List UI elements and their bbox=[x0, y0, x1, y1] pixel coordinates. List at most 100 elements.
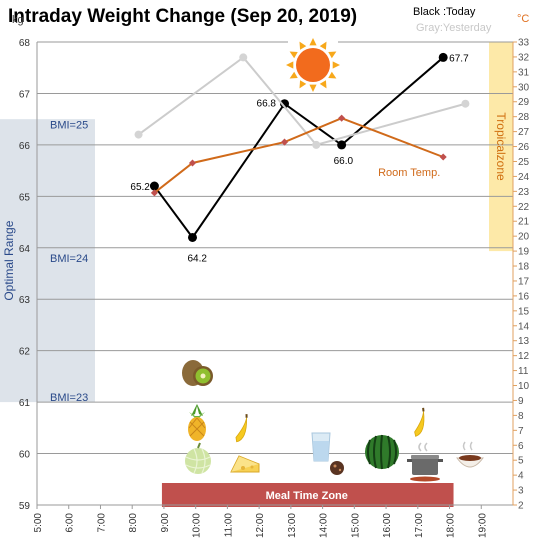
chart-title: Intraday Weight Change (Sep 20, 2019) bbox=[8, 6, 357, 27]
data-label: 66.8 bbox=[257, 99, 277, 110]
meal-time-zone-label: Meal Time Zone bbox=[266, 490, 348, 502]
room-temp-point bbox=[439, 153, 447, 161]
y2-tick-label: 15 bbox=[518, 306, 530, 317]
melon-icon bbox=[185, 442, 211, 474]
y2-tick-label: 14 bbox=[518, 321, 530, 332]
cheese-icon bbox=[230, 455, 260, 473]
today-point bbox=[438, 52, 448, 62]
today-point bbox=[149, 181, 159, 191]
y2-tick-label: 18 bbox=[518, 262, 530, 273]
y2-tick-label: 31 bbox=[518, 67, 530, 78]
y2-tick-label: 13 bbox=[518, 336, 530, 347]
y2-tick-label: 16 bbox=[518, 291, 530, 302]
pineapple-icon bbox=[188, 404, 206, 441]
watermelon-icon bbox=[365, 434, 399, 470]
x-tick-label: 19:00 bbox=[477, 513, 488, 538]
sun-icon bbox=[286, 38, 340, 92]
x-tick-label: 18:00 bbox=[446, 513, 457, 538]
x-tick-label: 17:00 bbox=[414, 513, 425, 538]
banana-icon bbox=[235, 414, 248, 443]
y2-tick-label: 5 bbox=[518, 456, 524, 467]
y2-tick-label: 11 bbox=[518, 366, 529, 377]
yesterday-point bbox=[312, 140, 321, 149]
sun-ray bbox=[299, 80, 307, 89]
water-glass-icon bbox=[311, 432, 331, 462]
today-point bbox=[337, 140, 347, 150]
optimal-range-label: Optimal Range bbox=[2, 220, 16, 300]
data-label: 65.2 bbox=[130, 182, 150, 193]
room-temp-label: Room Temp. bbox=[378, 167, 440, 179]
y-tick-label: 64 bbox=[19, 244, 31, 255]
cooking-pot-icon bbox=[407, 442, 443, 482]
y2-tick-label: 32 bbox=[518, 52, 530, 63]
x-tick-label: 7:00 bbox=[96, 513, 107, 533]
sun-ray bbox=[299, 41, 307, 50]
y2-tick-label: 17 bbox=[518, 276, 530, 287]
y2-tick-label: 30 bbox=[518, 82, 530, 93]
y-tick-label: 67 bbox=[19, 89, 31, 100]
yesterday-line bbox=[137, 56, 466, 147]
bmi-label: BMI=23 bbox=[50, 392, 88, 404]
soup-bowl-icon bbox=[456, 441, 484, 468]
sun-ray bbox=[309, 84, 317, 92]
sun-ray bbox=[328, 71, 337, 79]
y-axis-unit: kg bbox=[12, 14, 24, 26]
y2-tick-label: 25 bbox=[518, 157, 530, 168]
room-temp-point bbox=[280, 138, 289, 146]
data-label: 64.2 bbox=[187, 253, 207, 264]
y2-tick-label: 2 bbox=[518, 501, 524, 512]
data-label: 66.0 bbox=[334, 156, 354, 167]
sun-ray bbox=[319, 80, 327, 89]
tropical-zone-band bbox=[489, 42, 513, 252]
y2-tick-label: 20 bbox=[518, 232, 530, 243]
bmi-label: BMI=24 bbox=[50, 253, 88, 265]
yesterday-point bbox=[461, 99, 470, 108]
bmi-label: BMI=25 bbox=[50, 119, 88, 131]
y2-tick-label: 28 bbox=[518, 112, 530, 123]
kiwi-icon bbox=[182, 360, 213, 386]
today-point bbox=[280, 99, 290, 109]
today-point bbox=[187, 232, 197, 242]
y-tick-label: 63 bbox=[19, 295, 31, 306]
room-temp-point bbox=[338, 114, 346, 122]
y2-tick-label: 4 bbox=[518, 471, 524, 482]
y2-tick-label: 12 bbox=[518, 351, 530, 362]
y2-tick-label: 7 bbox=[518, 426, 524, 437]
x-tick-label: 10:00 bbox=[192, 513, 203, 538]
y-tick-label: 60 bbox=[19, 450, 31, 461]
legend-yesterday: Gray:Yesterday bbox=[416, 22, 492, 34]
yesterday-point bbox=[239, 53, 248, 62]
y2-tick-label: 21 bbox=[518, 217, 530, 228]
x-tick-label: 16:00 bbox=[382, 513, 393, 538]
optimal-range-band bbox=[0, 119, 95, 403]
y-tick-label: 66 bbox=[19, 141, 31, 152]
y2-tick-label: 33 bbox=[518, 38, 530, 49]
y2-tick-label: 22 bbox=[518, 202, 530, 213]
y2-tick-label: 24 bbox=[518, 172, 530, 183]
sun-ray bbox=[332, 61, 340, 69]
yesterday-point bbox=[134, 130, 143, 139]
chocolate-icon bbox=[330, 461, 344, 475]
y-tick-label: 68 bbox=[19, 38, 31, 49]
y-tick-label: 65 bbox=[19, 192, 31, 203]
sun-ray bbox=[289, 71, 298, 79]
sun-ray bbox=[309, 38, 317, 46]
x-tick-label: 8:00 bbox=[128, 513, 139, 533]
y2-tick-label: 9 bbox=[518, 396, 524, 407]
x-tick-label: 6:00 bbox=[65, 513, 76, 533]
room-temp-line bbox=[153, 117, 444, 194]
y2-tick-label: 10 bbox=[518, 381, 530, 392]
y2-tick-label: 27 bbox=[518, 127, 530, 138]
x-tick-label: 15:00 bbox=[350, 513, 361, 538]
x-tick-label: 9:00 bbox=[160, 513, 171, 533]
y-tick-label: 61 bbox=[19, 398, 31, 409]
banana-icon bbox=[414, 407, 425, 437]
y-tick-label: 59 bbox=[19, 501, 31, 512]
sun-disc bbox=[296, 48, 330, 82]
y-tick-label: 62 bbox=[19, 347, 31, 358]
sun-ray bbox=[286, 61, 294, 69]
meal-time-zone-bar bbox=[161, 483, 454, 507]
x-tick-label: 5:00 bbox=[33, 513, 44, 533]
tropical-zone-label: Tropicalzone bbox=[494, 112, 508, 181]
